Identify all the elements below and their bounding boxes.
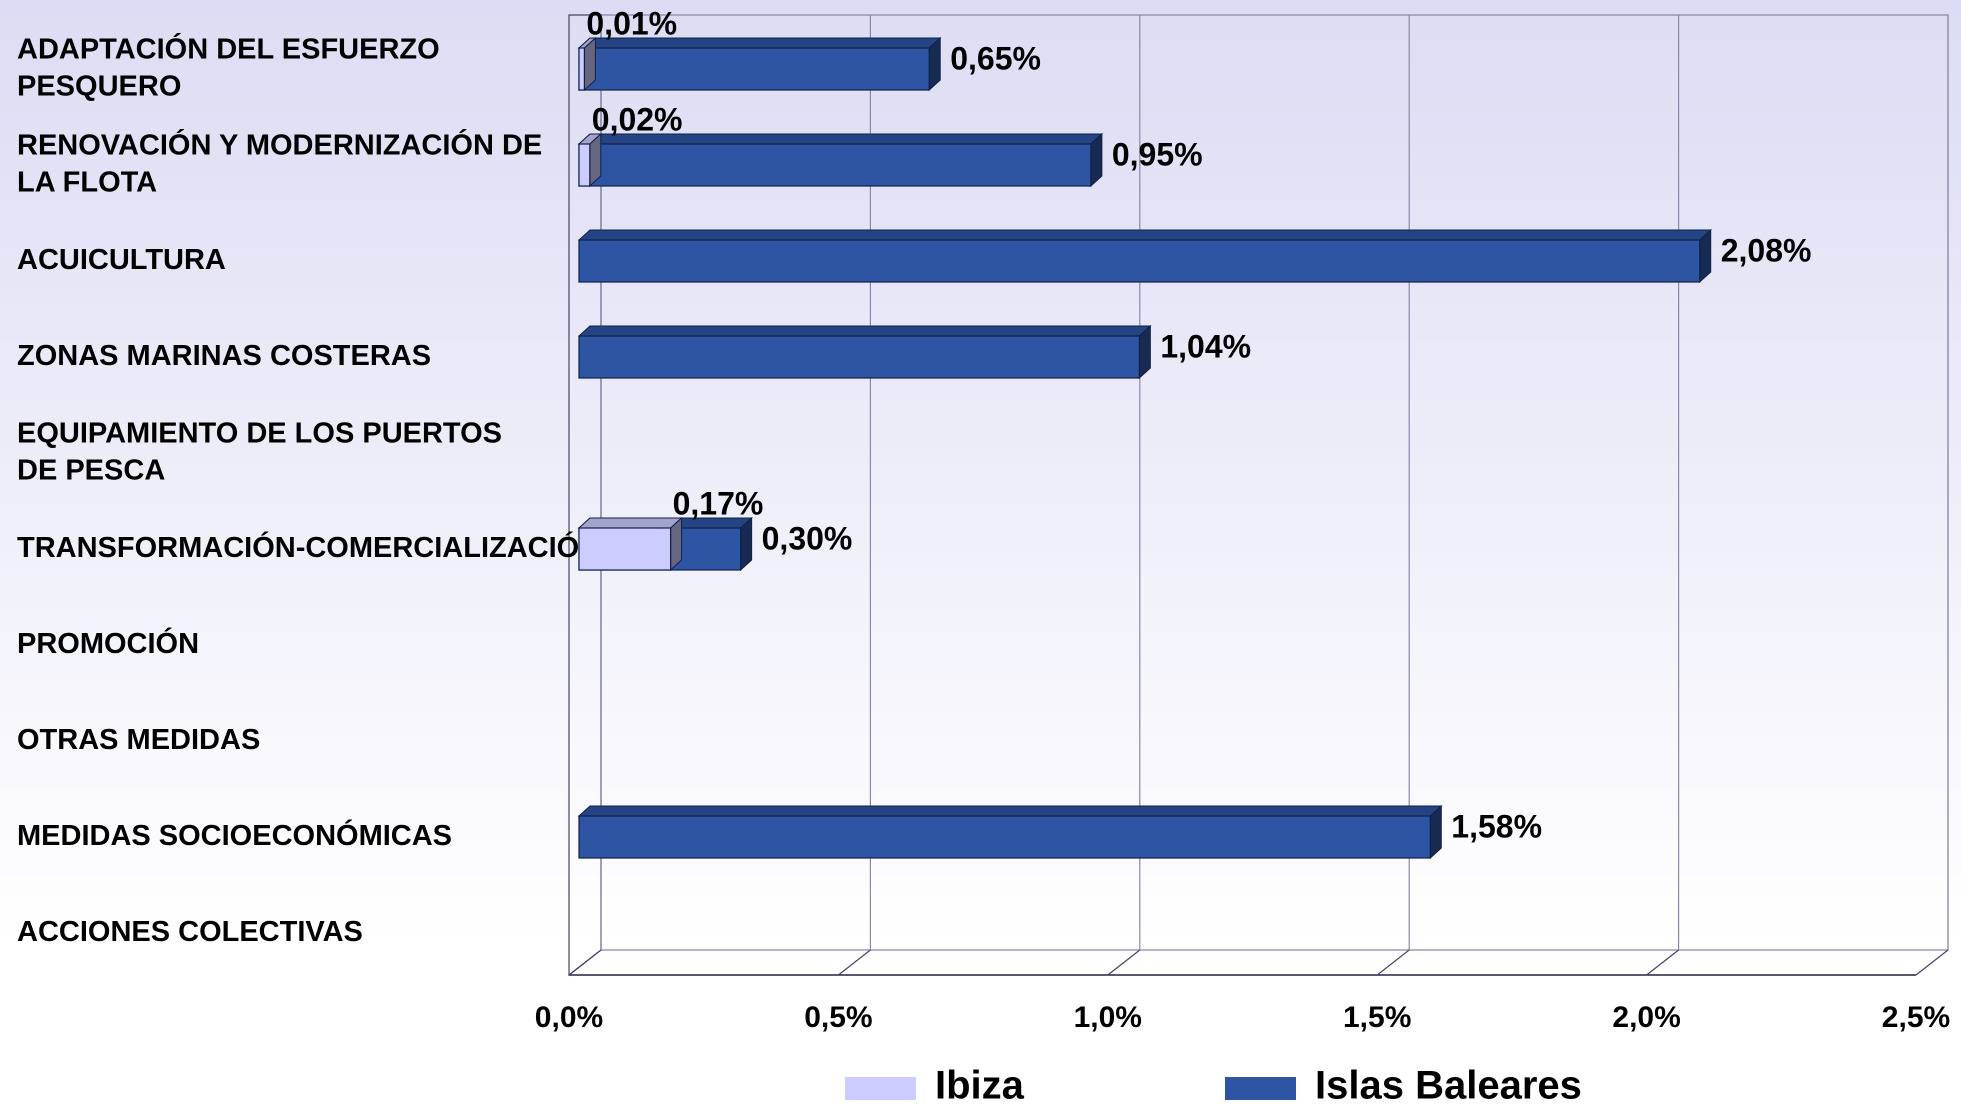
bar xyxy=(578,239,1701,283)
value-label: 0,02% xyxy=(592,101,683,137)
value-label: 0,65% xyxy=(950,40,1041,76)
category-label: OTRAS MEDIDAS xyxy=(17,724,260,756)
category-label: ACUICULTURA xyxy=(17,244,226,276)
bar-group xyxy=(577,132,1104,188)
floor-grid-line xyxy=(568,949,602,976)
bar-group xyxy=(577,36,942,92)
bar-group xyxy=(577,804,1443,860)
bar-top xyxy=(577,325,1152,337)
bar-top xyxy=(577,805,1443,817)
category-label: TRANSFORMACIÓN-COMERCIALIZACIÓN xyxy=(17,530,600,564)
legend-swatch xyxy=(845,1077,916,1100)
x-tick-label: 1,0% xyxy=(1074,1001,1142,1034)
value-label: 2,08% xyxy=(1721,232,1812,268)
value-label: 1,04% xyxy=(1160,328,1251,364)
bar-group xyxy=(577,132,603,188)
bar xyxy=(578,815,1431,859)
x-tick-label: 2,0% xyxy=(1612,1001,1680,1034)
bar xyxy=(578,527,672,571)
category-label: ADAPTACIÓN DEL ESFUERZO PESQUERO xyxy=(17,31,440,102)
bar xyxy=(578,143,1092,187)
x-tick-label: 1,5% xyxy=(1343,1001,1411,1034)
legend-label: Islas Baleares xyxy=(1315,1064,1582,1104)
value-label: 0,30% xyxy=(762,520,853,556)
category-label: PROMOCIÓN xyxy=(17,626,199,660)
category-label: EQUIPAMIENTO DE LOS PUERTOS DE PESCA xyxy=(17,417,502,486)
floor-grid-line xyxy=(1646,949,1679,976)
bar xyxy=(578,335,1140,379)
value-label: 0,95% xyxy=(1112,136,1203,172)
bar xyxy=(578,143,591,187)
bar-group xyxy=(577,516,683,572)
category-label: ACCIONES COLECTIVAS xyxy=(17,916,363,948)
value-label: 0,17% xyxy=(673,485,764,521)
floor-grid-line xyxy=(1915,949,1949,976)
x-tick-label: 0,0% xyxy=(535,1001,603,1034)
value-label: 0,01% xyxy=(586,5,677,41)
floor-grid-line xyxy=(838,949,871,976)
category-label: MEDIDAS SOCIOECONÓMICAS xyxy=(17,818,452,852)
floor-grid-line xyxy=(1376,949,1410,976)
bar-top xyxy=(577,229,1712,241)
x-tick-label: 0,5% xyxy=(804,1001,872,1034)
floor-grid-line xyxy=(1107,949,1141,976)
bar xyxy=(578,47,585,91)
category-label: RENOVACIÓN Y MODERNIZACIÓN DE LA FLOTA xyxy=(17,127,542,198)
bar-top xyxy=(577,517,683,529)
legend-swatch xyxy=(1225,1077,1296,1100)
legend-label: Ibiza xyxy=(935,1064,1025,1104)
category-label: ZONAS MARINAS COSTERAS xyxy=(17,340,431,372)
bar-group xyxy=(577,324,1152,380)
bar xyxy=(578,47,930,91)
bar-group xyxy=(577,228,1712,284)
value-label: 1,58% xyxy=(1451,808,1542,844)
bar-group xyxy=(577,36,597,92)
x-tick-label: 2,5% xyxy=(1882,1001,1950,1034)
